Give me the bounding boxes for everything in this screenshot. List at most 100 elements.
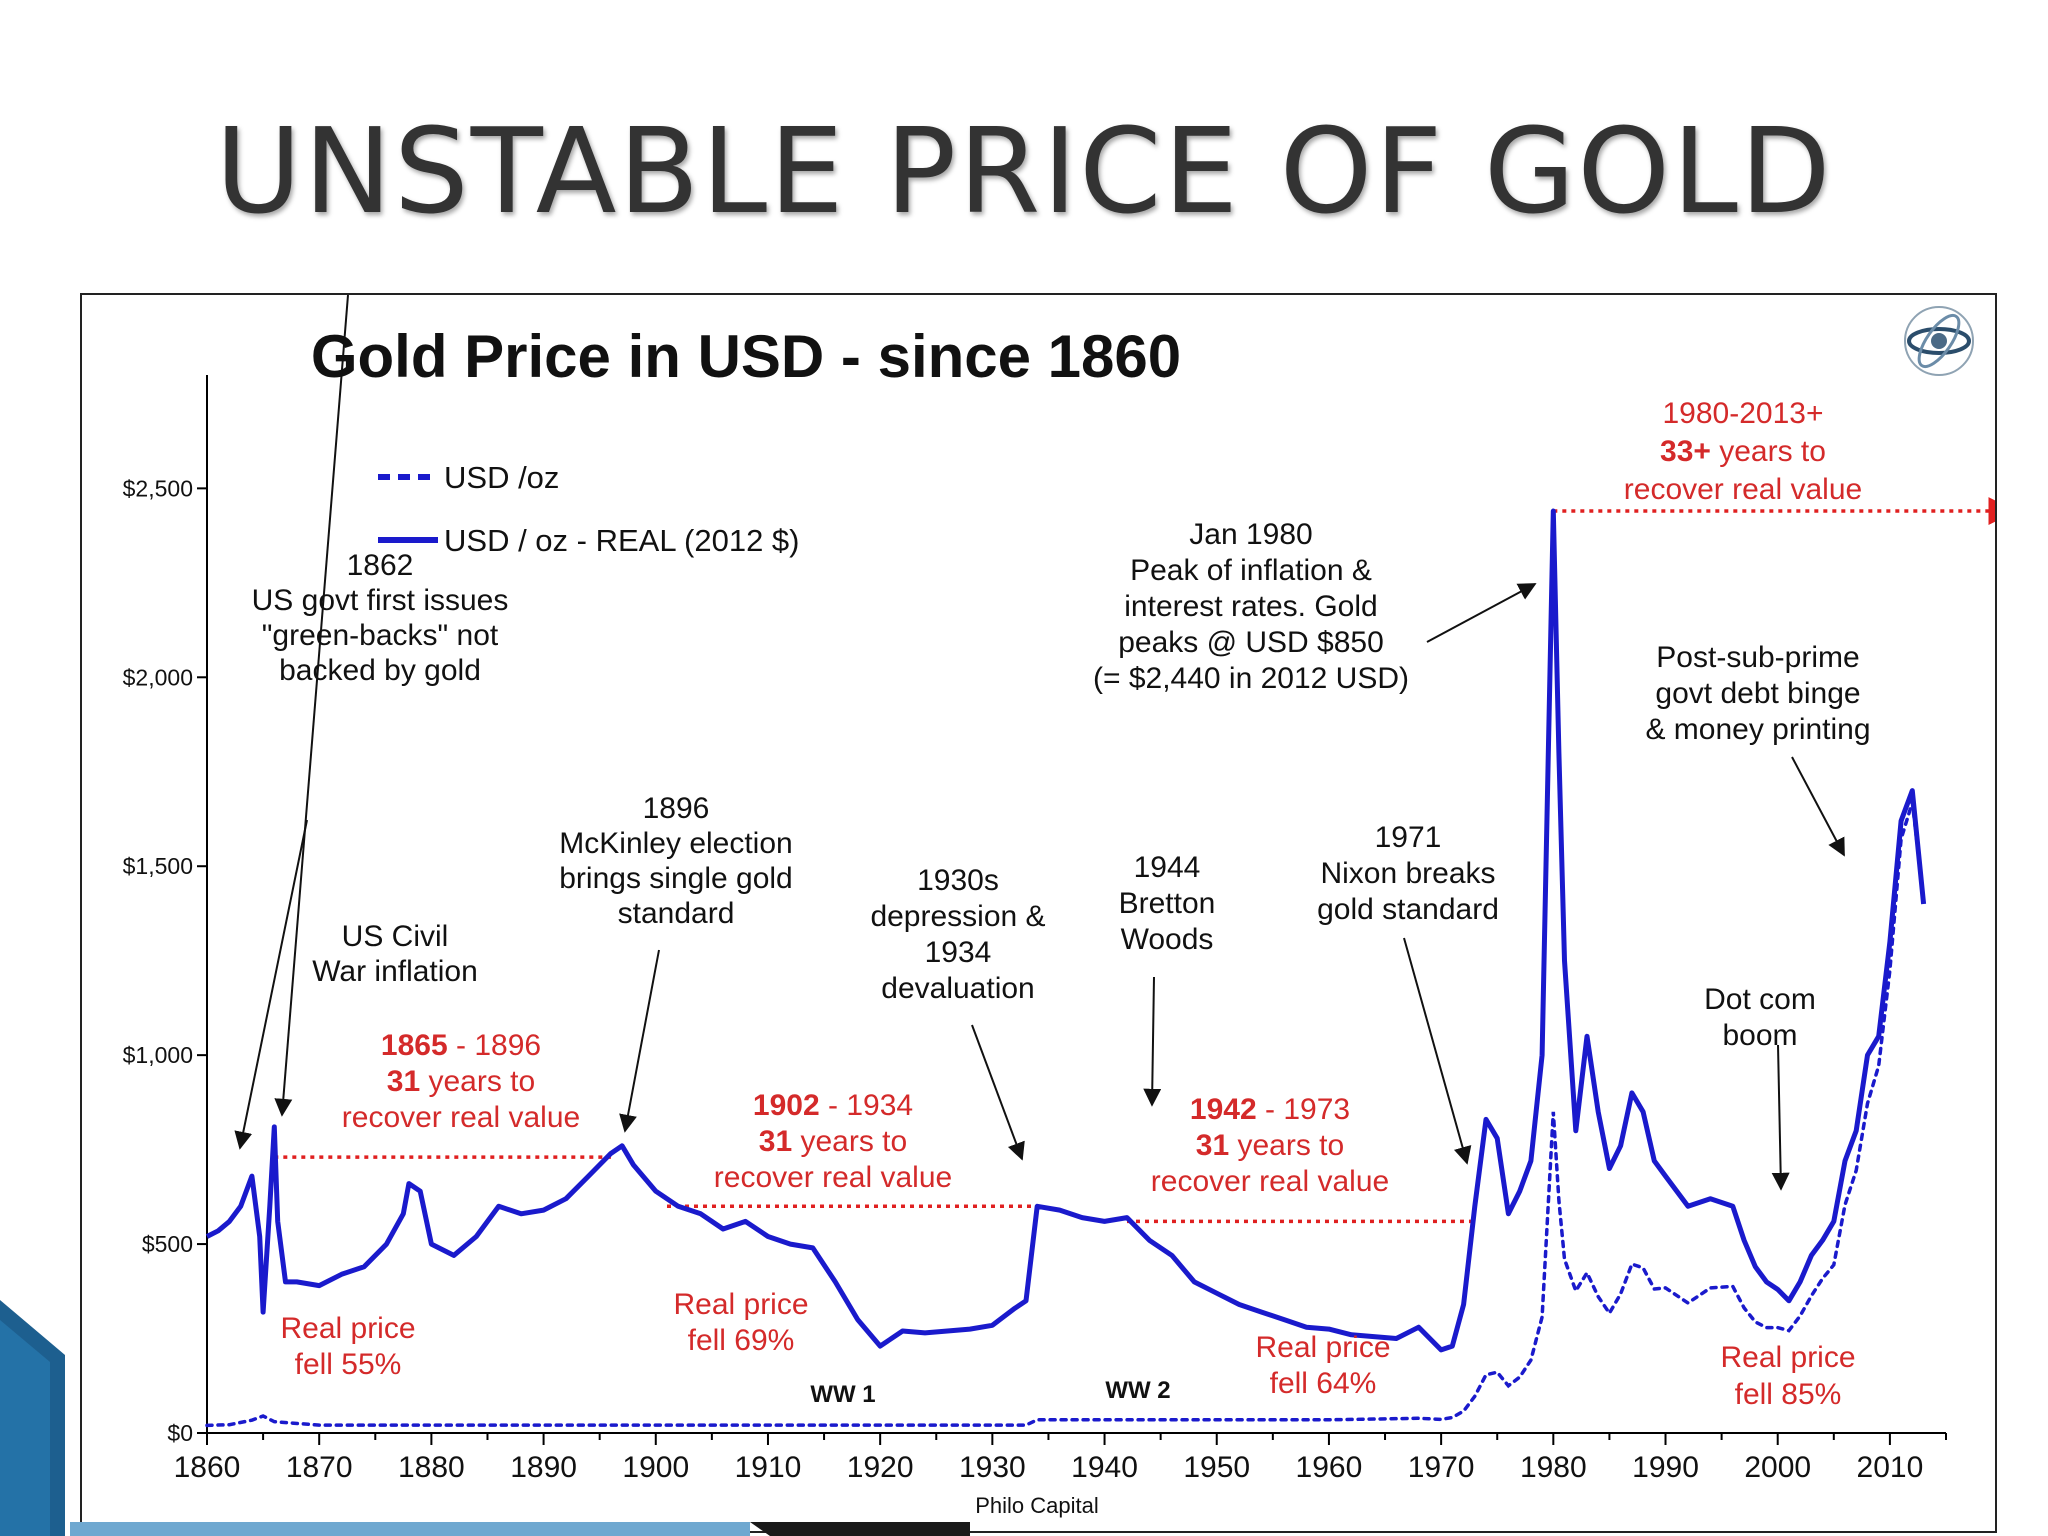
y-axis-ticks: $0 $500 $1,000 $1,500 $2,000 $2,500 [123, 475, 207, 1446]
y-tick-label: $2,500 [123, 475, 193, 501]
annotation-line: boom [1722, 1019, 1797, 1052]
annotation-line: fell 55% [295, 1348, 402, 1381]
x-tick-label: 2010 [1857, 1451, 1924, 1484]
annotation-line: 1930s [917, 864, 999, 897]
x-tick-label: 1960 [1296, 1451, 1363, 1484]
annotation-a1862: 1862 US govt first issues "green-backs" no… [252, 549, 509, 687]
annotation-line: fell 85% [1735, 1378, 1842, 1411]
annotation-postsub: Post-sub-prime govt debt binge & money pri… [1645, 641, 1870, 746]
annotation-line: 33+ years to [1660, 435, 1826, 468]
annotation-line: 1862 [347, 549, 414, 582]
annotation-line: 1934 [925, 936, 992, 969]
x-tick-label: 1900 [622, 1451, 689, 1484]
annotation-line: 31 years to [1196, 1129, 1344, 1162]
annotation-line: Dot com [1704, 983, 1816, 1016]
annotation-line: Nixon breaks [1320, 857, 1495, 890]
y-tick-label: $2,000 [123, 664, 193, 690]
x-tick-label: 1860 [174, 1451, 241, 1484]
annotation-line: standard [618, 897, 735, 930]
annotation-arrows [234, 295, 1845, 1191]
annotation-line: depression & [870, 900, 1045, 933]
series-usd-oz-line [205, 801, 1926, 1428]
annotation-line: 1980-2013+ [1663, 397, 1824, 430]
annotation-line: fell 64% [1270, 1367, 1377, 1400]
annotation-line: Peak of inflation & [1130, 554, 1372, 587]
annotation-fell69: Real price fell 69% [673, 1288, 808, 1357]
x-tick-label: 1930 [959, 1451, 1026, 1484]
annotation-a1896: 1896 McKinley election brings single gold s… [559, 792, 792, 930]
annotation-line: McKinley election [559, 827, 792, 860]
x-tick-label: 1940 [1071, 1451, 1138, 1484]
x-tick-label: 1920 [847, 1451, 914, 1484]
x-tick-label: 1880 [398, 1451, 465, 1484]
y-tick-label: $500 [142, 1231, 193, 1257]
x-tick-label: 1970 [1408, 1451, 1475, 1484]
annotation-line: Real price [280, 1312, 415, 1345]
y-tick-label: $1,000 [123, 1042, 193, 1068]
slide-title: UNSTABLE PRICE OF GOLD [215, 102, 1833, 240]
annotation-line: US Civil [342, 920, 449, 953]
annotation-line: 31 years to [759, 1125, 907, 1158]
annotation-r1902: 1902 - 1934 31 years to recover real value [714, 1089, 952, 1194]
annotation-fell64: Real price fell 64% [1255, 1331, 1390, 1400]
annotation-fell85: Real price fell 85% [1720, 1341, 1855, 1411]
annotation-line: Real price [673, 1288, 808, 1321]
slide-corner-decoration [0, 1300, 65, 1536]
annotation-line: interest rates. Gold [1124, 590, 1377, 623]
annotation-line: fell 69% [688, 1324, 795, 1357]
chart-title: Gold Price in USD - since 1860 [311, 323, 1181, 390]
annotation-line: recover real value [342, 1101, 580, 1134]
annotation-a1944: 1944 Bretton Woods [1119, 851, 1216, 956]
annotation-dotcom: Dot com boom [1704, 983, 1816, 1052]
annotation-line: Real price [1720, 1341, 1855, 1374]
slide-bottom-decoration [70, 1522, 970, 1536]
annotation-line: WW 1 [810, 1381, 875, 1408]
annotation-line: (= $2,440 in 2012 USD) [1093, 662, 1409, 695]
annotation-line: devaluation [881, 972, 1034, 1005]
annotation-line: WW 2 [1105, 1377, 1170, 1404]
chart-source: Philo Capital [975, 1493, 1099, 1518]
annotation-line: "green-backs" not [262, 619, 499, 652]
annotation-line: & money printing [1645, 713, 1870, 746]
annotation-line: War inflation [312, 955, 478, 988]
annotation-line: govt debt binge [1655, 677, 1860, 710]
annotation-line: 1902 - 1934 [753, 1089, 913, 1122]
x-axis-ticks: 1860 1870 1880 1890 1900 1910 1920 1930 1940 1950… [174, 1433, 1947, 1484]
annotation-line: Bretton [1119, 887, 1216, 920]
annotation-ww2: WW 2 [1105, 1377, 1170, 1404]
chart-annotations: 1862 US govt first issues "green-backs" no… [252, 397, 1871, 1411]
legend-label-nominal: USD /oz [444, 460, 559, 495]
annotation-line: gold standard [1317, 893, 1499, 926]
annotation-line: 1896 [643, 792, 710, 825]
annotation-line: US govt first issues [252, 584, 509, 617]
annotation-line: peaks @ USD $850 [1118, 626, 1384, 659]
gold-price-chart: Gold Price in USD - since 1860 Philo Cap… [123, 295, 1995, 1518]
annotation-civil_war: US Civil War inflation [312, 920, 478, 988]
annotation-line: recover real value [1151, 1165, 1389, 1198]
chart-frame: Gold Price in USD - since 1860 Philo Cap… [80, 293, 1997, 1533]
annotation-line: 1971 [1375, 821, 1442, 854]
legend-label-real: USD / oz - REAL (2012 $) [444, 523, 800, 558]
annotation-line: recover real value [714, 1161, 952, 1194]
annotation-line: recover real value [1624, 473, 1862, 506]
annotation-a1971: 1971 Nixon breaks gold standard [1317, 821, 1499, 926]
x-tick-label: 1910 [735, 1451, 802, 1484]
annotation-r1942: 1942 - 1973 31 years to recover real value [1151, 1093, 1389, 1198]
x-tick-label: 1980 [1520, 1451, 1587, 1484]
annotation-line: backed by gold [279, 654, 481, 687]
annotation-fell55: Real price fell 55% [280, 1312, 415, 1381]
x-tick-label: 1870 [286, 1451, 353, 1484]
x-tick-label: 1990 [1632, 1451, 1699, 1484]
x-tick-label: 1950 [1183, 1451, 1250, 1484]
x-tick-label: 1890 [510, 1451, 577, 1484]
annotation-line: 1865 - 1896 [381, 1029, 541, 1062]
series-usd-oz-real-line [205, 508, 1927, 1353]
annotation-a1930s: 1930s depression & 1934 devaluation [870, 864, 1045, 1005]
philo-capital-logo-icon [1904, 306, 1974, 376]
annotation-line: Woods [1121, 923, 1214, 956]
annotation-line: Post-sub-prime [1656, 641, 1859, 674]
legend: USD /oz USD / oz - REAL (2012 $) [378, 460, 800, 558]
annotation-line: Real price [1255, 1331, 1390, 1364]
annotation-line: Jan 1980 [1189, 518, 1312, 551]
annotation-line: 1944 [1134, 851, 1201, 884]
